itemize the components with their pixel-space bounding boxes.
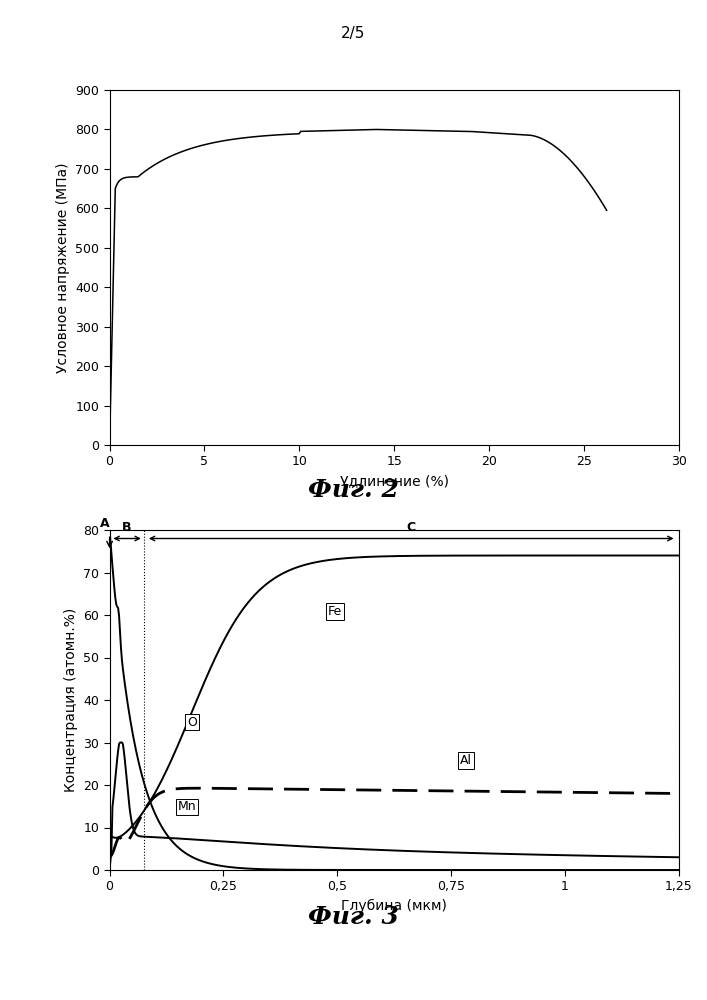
Text: B: B: [122, 521, 132, 534]
Text: 2/5: 2/5: [341, 26, 366, 41]
X-axis label: Глубина (мкм): Глубина (мкм): [341, 899, 447, 913]
Text: O: O: [187, 716, 197, 728]
Text: Al: Al: [460, 754, 472, 767]
Text: C: C: [407, 521, 416, 534]
Text: Fe: Fe: [328, 605, 342, 618]
Text: Фиг. 3: Фиг. 3: [308, 905, 399, 929]
Text: A: A: [100, 517, 110, 530]
Y-axis label: Условное напряжение (МПа): Условное напряжение (МПа): [56, 162, 69, 373]
Text: Mn: Mn: [178, 800, 197, 814]
Text: Фиг. 2: Фиг. 2: [308, 478, 399, 502]
X-axis label: Удлинение (%): Удлинение (%): [339, 474, 449, 488]
Y-axis label: Концентрация (атомн.%): Концентрация (атомн.%): [64, 608, 78, 792]
